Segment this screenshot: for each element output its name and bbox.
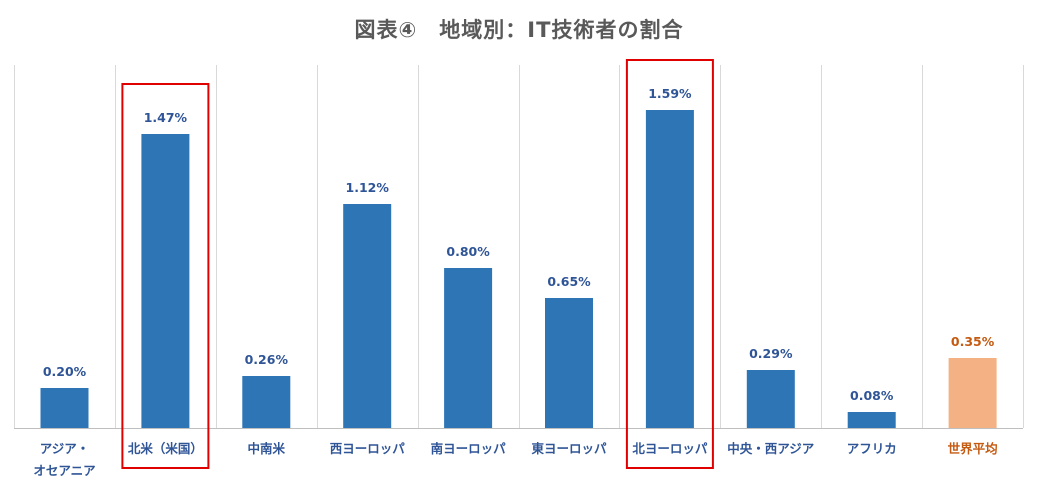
x-tick-label: 東ヨーロッパ bbox=[531, 441, 607, 456]
data-label: 1.12% bbox=[346, 180, 390, 195]
data-label: 0.29% bbox=[749, 346, 793, 361]
bar bbox=[645, 110, 694, 428]
bar bbox=[545, 298, 593, 428]
x-tick-label: 中央・西アジア bbox=[727, 441, 814, 456]
x-tick-label: アフリカ bbox=[847, 441, 897, 456]
highlight-box bbox=[625, 59, 714, 469]
bar bbox=[40, 388, 89, 428]
bar bbox=[444, 268, 493, 428]
x-tick-label: 世界平均 bbox=[948, 441, 998, 456]
chart-title: 図表④ 地域別：IT技術者の割合 bbox=[354, 18, 684, 42]
data-label: 0.65% bbox=[547, 274, 591, 289]
bar bbox=[948, 358, 997, 428]
highlight-box bbox=[121, 83, 210, 469]
data-label: 1.59% bbox=[648, 86, 692, 101]
data-label: 0.35% bbox=[951, 334, 995, 349]
data-label: 1.47% bbox=[144, 110, 188, 125]
x-tick-label: 北米（米国） bbox=[128, 441, 203, 456]
data-label: 0.20% bbox=[43, 364, 87, 379]
x-tick-label: 北ヨーロッパ bbox=[632, 441, 708, 456]
x-tick-label: 南ヨーロッパ bbox=[431, 441, 507, 456]
data-label: 0.80% bbox=[446, 244, 490, 259]
bar bbox=[343, 204, 392, 428]
bar bbox=[746, 370, 795, 428]
bar bbox=[141, 134, 190, 428]
bar bbox=[847, 412, 896, 428]
data-label: 0.26% bbox=[245, 352, 289, 367]
bar bbox=[242, 376, 291, 428]
x-tick-label: 西ヨーロッパ bbox=[330, 441, 406, 456]
x-tick-label: アジア・ bbox=[40, 441, 90, 456]
x-tick-label: オセアニア bbox=[33, 463, 95, 478]
data-label: 0.08% bbox=[850, 388, 894, 403]
x-tick-label: 中南米 bbox=[248, 441, 286, 456]
